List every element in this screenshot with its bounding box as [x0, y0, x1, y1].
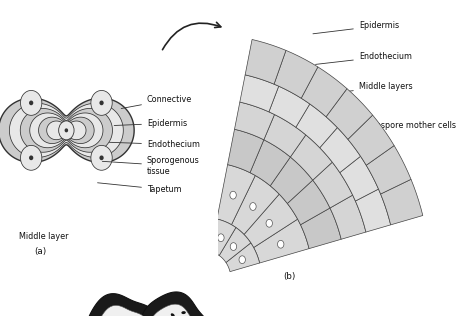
Polygon shape	[326, 89, 373, 139]
Polygon shape	[320, 128, 361, 173]
Polygon shape	[245, 40, 286, 84]
Polygon shape	[381, 179, 423, 225]
Polygon shape	[210, 219, 236, 256]
Polygon shape	[219, 228, 251, 263]
Text: (a): (a)	[34, 246, 46, 256]
Text: Epidermis: Epidermis	[114, 119, 187, 128]
Text: Middle layers: Middle layers	[316, 82, 412, 95]
Ellipse shape	[59, 121, 74, 140]
Ellipse shape	[266, 219, 273, 227]
Polygon shape	[226, 243, 260, 272]
Ellipse shape	[91, 145, 112, 170]
Polygon shape	[97, 305, 150, 316]
Polygon shape	[301, 208, 341, 249]
Polygon shape	[231, 175, 279, 234]
Text: Epidermis: Epidermis	[313, 21, 399, 34]
Ellipse shape	[239, 256, 246, 264]
Polygon shape	[217, 165, 255, 225]
Polygon shape	[240, 75, 279, 112]
Polygon shape	[38, 117, 94, 143]
Polygon shape	[47, 121, 86, 140]
Ellipse shape	[20, 90, 42, 115]
Ellipse shape	[171, 313, 175, 316]
Polygon shape	[313, 162, 353, 208]
Ellipse shape	[277, 240, 284, 248]
Text: (b): (b)	[283, 272, 296, 281]
Polygon shape	[330, 195, 366, 239]
Ellipse shape	[29, 100, 33, 105]
Text: Sporogenous
tissue: Sporogenous tissue	[102, 156, 200, 176]
Text: Tapetum: Tapetum	[292, 158, 393, 167]
Text: Connective: Connective	[121, 95, 192, 108]
Ellipse shape	[64, 128, 68, 132]
Polygon shape	[366, 146, 411, 194]
Ellipse shape	[182, 311, 186, 314]
Ellipse shape	[91, 90, 112, 115]
Polygon shape	[301, 67, 347, 117]
Ellipse shape	[100, 100, 104, 105]
Polygon shape	[356, 189, 391, 232]
Polygon shape	[30, 113, 103, 148]
Ellipse shape	[230, 243, 237, 251]
Polygon shape	[291, 135, 332, 180]
Polygon shape	[274, 50, 318, 98]
Ellipse shape	[29, 155, 33, 160]
Polygon shape	[235, 102, 274, 140]
Text: Endothecium: Endothecium	[316, 52, 412, 64]
Text: Tapetum: Tapetum	[98, 183, 182, 194]
Polygon shape	[270, 157, 313, 204]
Ellipse shape	[218, 234, 224, 242]
Polygon shape	[86, 294, 160, 316]
Polygon shape	[340, 156, 379, 201]
Polygon shape	[269, 86, 310, 127]
Polygon shape	[244, 194, 298, 247]
Polygon shape	[254, 219, 309, 263]
Text: Endothecium: Endothecium	[109, 140, 200, 149]
Ellipse shape	[230, 191, 236, 199]
Polygon shape	[9, 103, 123, 157]
Polygon shape	[0, 98, 134, 162]
Ellipse shape	[100, 155, 104, 160]
Polygon shape	[137, 292, 212, 316]
Polygon shape	[250, 140, 291, 186]
Text: Middle layer: Middle layer	[19, 232, 68, 241]
Polygon shape	[228, 129, 264, 173]
Text: Microspore mother cells: Microspore mother cells	[303, 121, 456, 134]
Ellipse shape	[250, 203, 256, 210]
Ellipse shape	[20, 145, 42, 170]
Polygon shape	[264, 114, 306, 157]
Polygon shape	[147, 304, 201, 316]
Polygon shape	[348, 115, 394, 165]
Polygon shape	[296, 104, 337, 148]
Polygon shape	[20, 108, 112, 152]
Polygon shape	[287, 180, 330, 225]
